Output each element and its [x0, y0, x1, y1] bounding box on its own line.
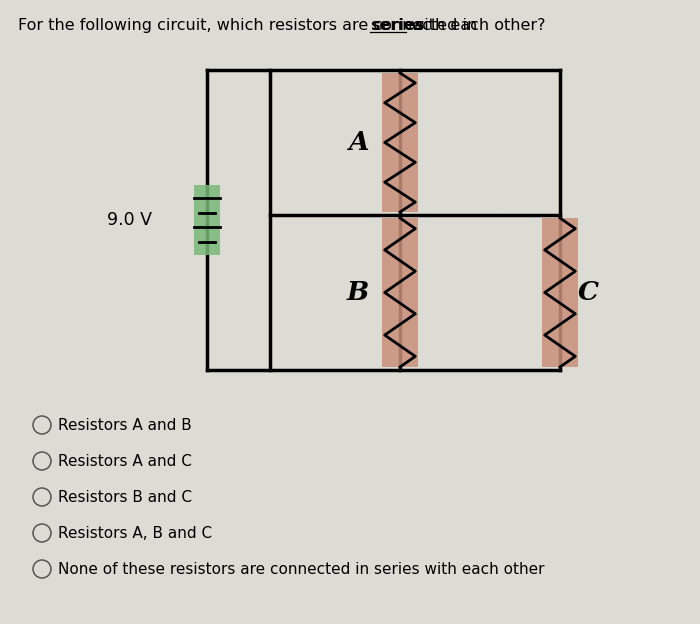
Text: Resistors A and B: Resistors A and B — [58, 417, 192, 432]
Text: A: A — [348, 130, 368, 155]
Text: series: series — [370, 18, 424, 33]
Text: None of these resistors are connected in series with each other: None of these resistors are connected in… — [58, 562, 545, 577]
Text: 9.0 V: 9.0 V — [107, 211, 152, 229]
Text: with each other?: with each other? — [406, 18, 545, 33]
Text: Resistors B and C: Resistors B and C — [58, 489, 192, 504]
Polygon shape — [542, 218, 578, 367]
Text: Resistors A and C: Resistors A and C — [58, 454, 192, 469]
Text: Resistors A, B and C: Resistors A, B and C — [58, 525, 212, 540]
Text: B: B — [347, 280, 369, 305]
Polygon shape — [194, 185, 220, 255]
Text: For the following circuit, which resistors are connected in: For the following circuit, which resisto… — [18, 18, 482, 33]
Polygon shape — [382, 218, 418, 367]
Polygon shape — [382, 73, 418, 212]
Text: C: C — [578, 280, 598, 305]
